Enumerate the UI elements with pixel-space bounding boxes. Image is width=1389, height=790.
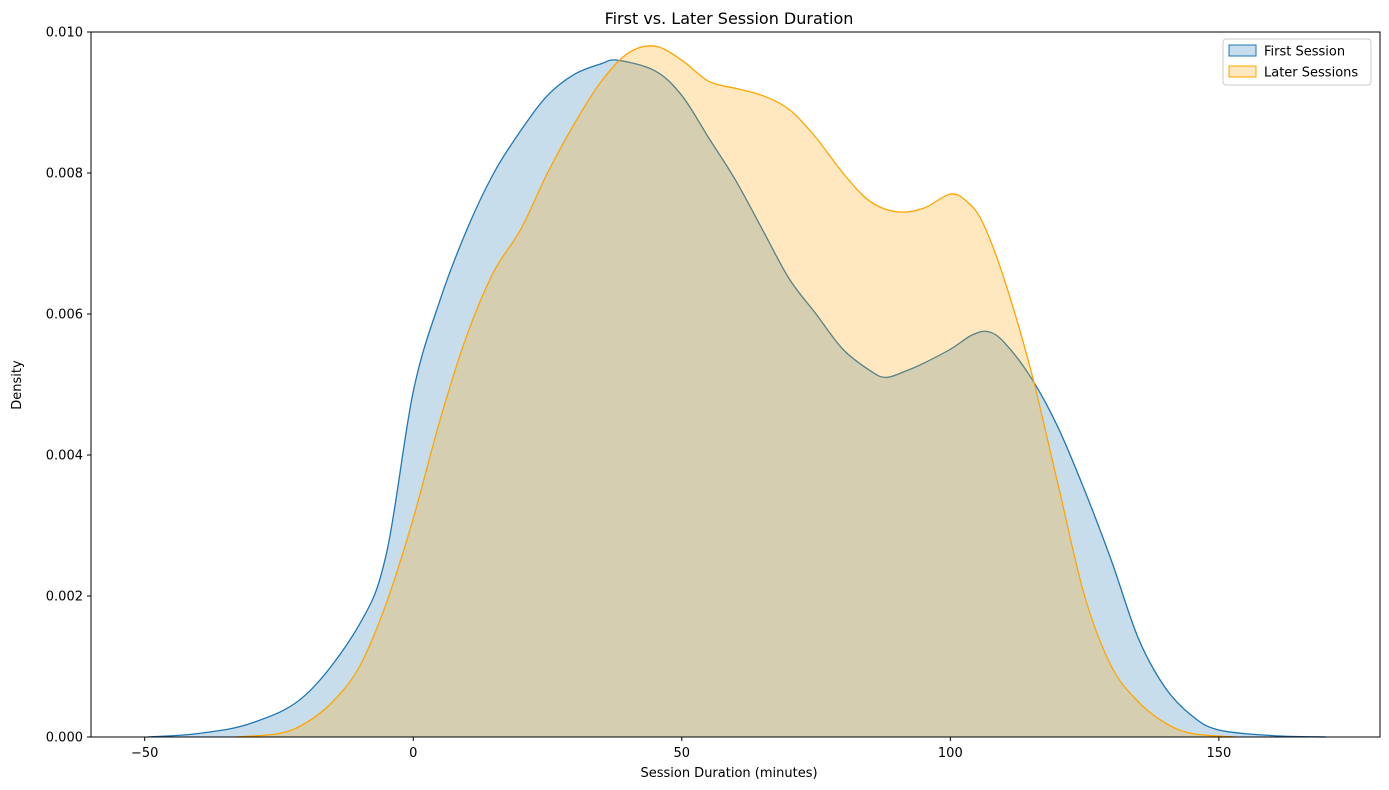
- legend-box: [1222, 38, 1372, 86]
- plot-area: [147, 45, 1327, 738]
- x-tick-label: 50: [674, 746, 691, 761]
- chart-title: First vs. Later Session Duration: [605, 9, 854, 28]
- legend: First Session Later Sessions: [1222, 38, 1372, 86]
- series-line-0: [147, 59, 1327, 738]
- y-axis: 0.000 0.002 0.004 0.006 0.008 0.010: [46, 26, 91, 746]
- x-tick-label: 0: [409, 746, 417, 761]
- legend-swatch-0: [1228, 44, 1257, 57]
- x-axis: −50 0 50 100 150: [131, 737, 1231, 761]
- series-line-1: [235, 45, 1236, 738]
- legend-swatch-1: [1228, 65, 1257, 78]
- x-tick-label: −50: [131, 746, 158, 761]
- x-tick-label: 150: [1206, 746, 1231, 761]
- y-tick-label: 0.008: [46, 167, 83, 182]
- y-axis-label: Density: [10, 360, 25, 410]
- legend-label-1: Later Sessions: [1264, 66, 1358, 81]
- series-area-1: [236, 45, 1235, 738]
- legend-label-0: First Session: [1264, 45, 1345, 60]
- y-tick-label: 0.000: [46, 731, 83, 746]
- y-tick-label: 0.010: [46, 26, 83, 41]
- x-tick-label: 100: [938, 746, 963, 761]
- series-area-0: [147, 59, 1327, 737]
- y-tick-label: 0.002: [46, 590, 83, 605]
- y-tick-label: 0.004: [46, 449, 83, 464]
- plot-frame: [90, 31, 1381, 738]
- x-axis-label: Session Duration (minutes): [640, 766, 817, 781]
- y-tick-label: 0.006: [46, 308, 83, 323]
